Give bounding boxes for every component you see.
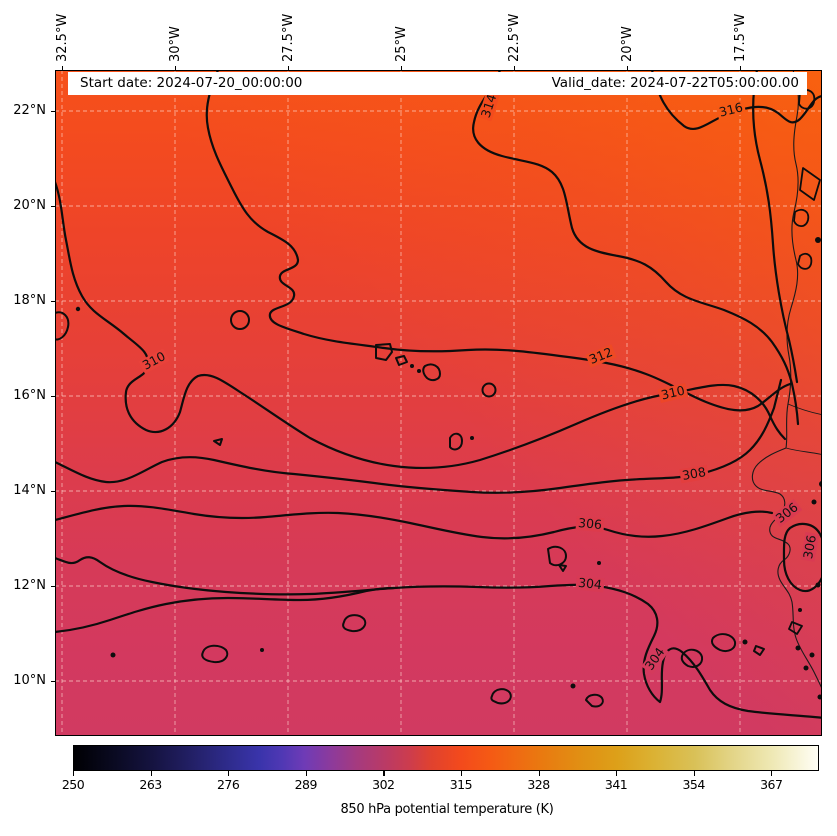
colorbar-tick-mark: [305, 771, 307, 776]
colorbar: [73, 745, 819, 771]
top-tick-mark: [627, 66, 629, 70]
contour-label-310: 310: [138, 348, 170, 374]
colorbar-tick-mark: [538, 771, 540, 776]
colorbar-tick-label-250: 250: [61, 777, 85, 792]
left-tick-mark: [51, 586, 55, 588]
colorbar-tick-mark: [693, 771, 695, 776]
contour-label-308: 308: [679, 464, 709, 484]
top-tick-mark: [175, 66, 177, 70]
top-tick-label-25°W: 25°W: [394, 26, 409, 62]
top-tick-label-30°W: 30°W: [168, 26, 183, 62]
colorbar-tick-mark: [616, 771, 618, 776]
colorbar-tick-mark: [73, 771, 75, 776]
left-tick-mark: [51, 491, 55, 493]
colorbar-tick-label-341: 341: [604, 777, 628, 792]
left-tick-label-10°N: 10°N: [13, 673, 46, 688]
colorbar-tick-label-263: 263: [139, 777, 162, 792]
top-tick-mark: [288, 66, 290, 70]
contour-label-306: 306: [575, 514, 605, 533]
contour-label-312: 312: [585, 344, 617, 368]
colorbar-tick-label-354: 354: [682, 777, 705, 792]
left-tick-mark: [51, 681, 55, 683]
colorbar-tick-label-276: 276: [216, 777, 240, 792]
left-tick-mark: [51, 396, 55, 398]
top-tick-mark: [62, 66, 64, 70]
colorbar-tick-label-315: 315: [449, 777, 473, 792]
contour-label-310: 310: [657, 382, 689, 403]
contour-label-306: 306: [771, 498, 803, 528]
top-tick-label-32.5°W: 32.5°W: [55, 13, 70, 62]
colorbar-tick-mark: [228, 771, 230, 776]
top-tick-mark: [740, 66, 742, 70]
annotation-bar: Start date: 2024-07-20_00:00:00 Valid_da…: [68, 72, 807, 95]
left-tick-label-22°N: 22°N: [13, 103, 46, 118]
top-tick-label-17.5°W: 17.5°W: [733, 13, 748, 62]
left-tick-mark: [51, 111, 55, 113]
top-tick-label-22.5°W: 22.5°W: [507, 13, 522, 62]
top-tick-mark: [401, 66, 403, 70]
top-tick-label-27.5°W: 27.5°W: [281, 13, 296, 62]
top-tick-mark: [514, 66, 516, 70]
left-tick-label-18°N: 18°N: [13, 293, 46, 308]
contour-label-306: 306: [800, 532, 820, 562]
colorbar-tick-label-302: 302: [372, 777, 395, 792]
left-tick-mark: [51, 301, 55, 303]
top-tick-label-20°W: 20°W: [620, 26, 635, 62]
colorbar-tick-label-328: 328: [527, 777, 550, 792]
left-tick-label-12°N: 12°N: [13, 578, 46, 593]
colorbar-tick-label-367: 367: [760, 777, 783, 792]
valid-date-text: Valid_date: 2024-07-22T05:00:00.00: [551, 75, 799, 91]
colorbar-tick-mark: [460, 771, 463, 776]
colorbar-tick-mark: [383, 771, 385, 776]
left-tick-label-14°N: 14°N: [13, 483, 46, 498]
contour-label-304: 304: [575, 574, 605, 593]
colorbar-tick-label-289: 289: [294, 777, 318, 792]
colorbar-tick-mark: [150, 771, 152, 776]
contour-label-304: 304: [641, 643, 669, 675]
colorbar-title: 850 hPa potential temperature (K): [340, 802, 554, 817]
left-tick-label-20°N: 20°N: [13, 198, 46, 213]
left-tick-label-16°N: 16°N: [13, 388, 46, 403]
contour-label-316: 316: [715, 99, 747, 121]
colorbar-tick-mark: [771, 771, 773, 776]
contour-label-314: 314: [477, 90, 500, 122]
left-tick-mark: [51, 206, 55, 208]
start-date-text: Start date: 2024-07-20_00:00:00: [80, 75, 303, 91]
